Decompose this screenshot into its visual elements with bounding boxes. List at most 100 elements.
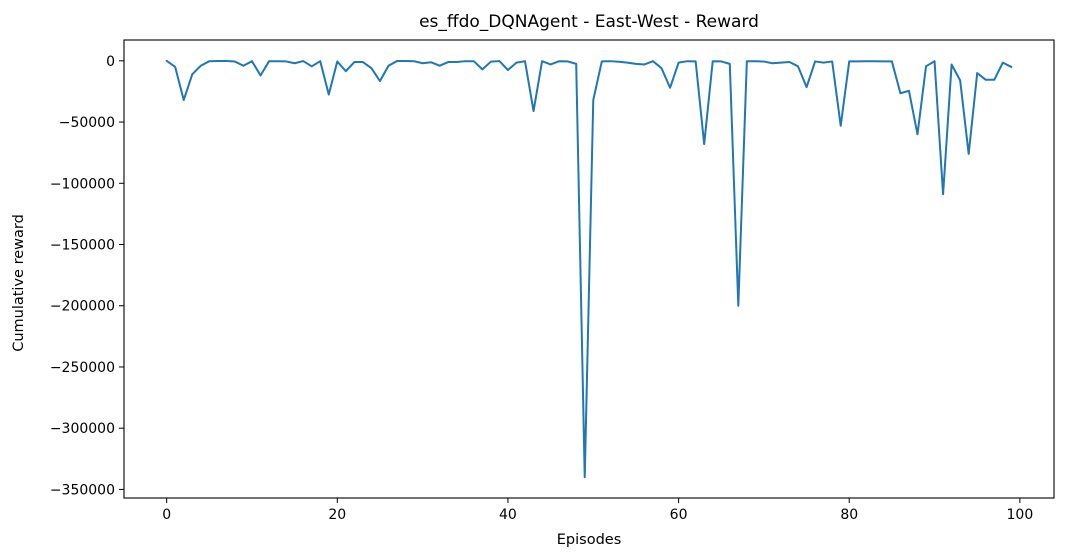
chart-title: es_ffdo_DQNAgent - East-West - Reward bbox=[419, 12, 759, 32]
data-point bbox=[260, 75, 262, 77]
data-point bbox=[285, 61, 287, 63]
data-point bbox=[686, 60, 688, 62]
data-point bbox=[618, 61, 620, 63]
data-point bbox=[857, 61, 859, 63]
x-tick-label: 80 bbox=[840, 507, 858, 523]
y-tick-label: −350000 bbox=[50, 482, 115, 498]
data-point bbox=[840, 125, 842, 127]
data-point bbox=[533, 110, 535, 112]
data-point bbox=[746, 60, 748, 62]
data-point bbox=[575, 63, 577, 65]
data-point bbox=[541, 60, 543, 62]
data-point bbox=[447, 61, 449, 63]
data-point bbox=[959, 80, 961, 82]
data-point bbox=[499, 60, 501, 62]
data-point bbox=[1002, 62, 1004, 64]
data-point bbox=[831, 61, 833, 63]
data-point bbox=[891, 61, 893, 63]
data-point bbox=[763, 61, 765, 63]
data-point bbox=[507, 69, 509, 71]
y-axis: 0 −50000 −100000 −150000 −200000 −250000 −3000… bbox=[50, 54, 124, 498]
data-point bbox=[772, 62, 774, 64]
data-point bbox=[797, 66, 799, 68]
data-point bbox=[319, 60, 321, 62]
y-tick-label: −200000 bbox=[50, 299, 115, 315]
plot-frame bbox=[123, 39, 1055, 499]
data-point bbox=[669, 87, 671, 89]
data-point bbox=[371, 67, 373, 69]
x-tick-label: 20 bbox=[328, 507, 346, 523]
data-point bbox=[379, 80, 381, 82]
data-point bbox=[874, 60, 876, 62]
data-point bbox=[277, 60, 279, 62]
data-point bbox=[328, 94, 330, 96]
data-point bbox=[405, 60, 407, 62]
y-tick-label: −50000 bbox=[59, 115, 115, 131]
data-point bbox=[251, 60, 253, 62]
data-point bbox=[592, 99, 594, 101]
data-point bbox=[601, 61, 603, 63]
data-point bbox=[473, 60, 475, 62]
data-point bbox=[968, 153, 970, 155]
data-point bbox=[464, 60, 466, 62]
data-point bbox=[217, 60, 219, 62]
data-point bbox=[695, 61, 697, 63]
data-point bbox=[652, 60, 654, 62]
y-tick-label: −300000 bbox=[50, 421, 115, 437]
y-tick-label: −250000 bbox=[50, 360, 115, 376]
data-point bbox=[678, 62, 680, 64]
data-point bbox=[209, 60, 211, 62]
data-point bbox=[917, 133, 919, 135]
data-point bbox=[934, 60, 936, 62]
data-point bbox=[430, 61, 432, 63]
data-point bbox=[755, 60, 757, 62]
data-point bbox=[883, 61, 885, 63]
x-tick-label: 40 bbox=[499, 507, 517, 523]
data-point bbox=[823, 62, 825, 64]
reward-series-line bbox=[165, 59, 1013, 479]
data-point bbox=[524, 60, 526, 62]
x-tick-label: 60 bbox=[670, 507, 688, 523]
data-point bbox=[362, 61, 364, 63]
data-point bbox=[661, 67, 663, 69]
data-point bbox=[985, 79, 987, 81]
data-point bbox=[226, 60, 228, 62]
x-axis: 0 20 40 60 80 100 bbox=[162, 498, 1033, 523]
data-point bbox=[712, 60, 714, 62]
data-point bbox=[635, 63, 637, 65]
data-point bbox=[584, 476, 586, 478]
data-point bbox=[993, 79, 995, 81]
data-point bbox=[490, 61, 492, 63]
data-point bbox=[550, 64, 552, 66]
data-point bbox=[1011, 66, 1013, 68]
data-point bbox=[166, 60, 168, 62]
data-point bbox=[900, 92, 902, 94]
y-axis-title: Cumulative reward bbox=[11, 214, 27, 352]
data-point bbox=[174, 66, 176, 68]
data-point bbox=[183, 99, 185, 101]
data-point bbox=[806, 86, 808, 88]
data-point bbox=[311, 66, 313, 68]
data-point bbox=[294, 62, 296, 64]
data-point bbox=[345, 70, 347, 72]
x-tick-label: 100 bbox=[1007, 507, 1034, 523]
data-point bbox=[396, 60, 398, 62]
data-point bbox=[422, 62, 424, 64]
x-tick-label: 0 bbox=[162, 507, 171, 523]
data-point bbox=[738, 305, 740, 307]
data-point bbox=[729, 63, 731, 65]
data-point bbox=[567, 61, 569, 63]
data-point bbox=[337, 61, 339, 63]
x-axis-title: Episodes bbox=[557, 532, 622, 548]
data-point bbox=[354, 61, 356, 63]
data-point bbox=[388, 65, 390, 67]
data-point bbox=[191, 73, 193, 75]
data-point bbox=[908, 90, 910, 92]
data-point bbox=[268, 60, 270, 62]
data-point bbox=[558, 60, 560, 62]
data-point bbox=[234, 61, 236, 63]
data-point bbox=[720, 61, 722, 63]
data-point bbox=[243, 65, 245, 67]
data-point bbox=[200, 65, 202, 67]
